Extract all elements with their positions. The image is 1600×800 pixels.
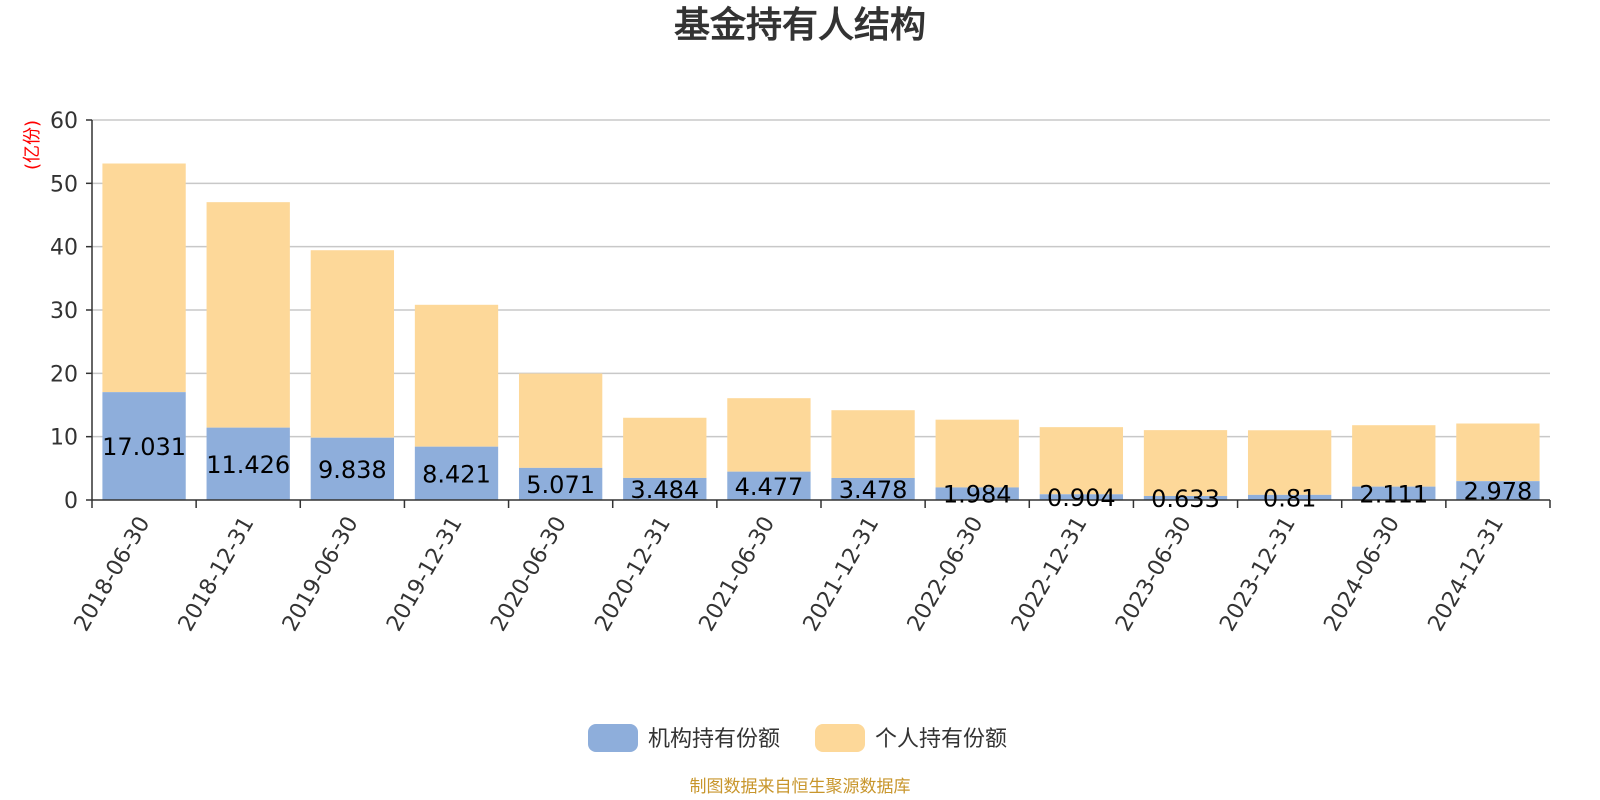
x-tick-label: 2020-06-30 xyxy=(486,513,572,636)
bar-individual[interactable] xyxy=(831,410,915,478)
bar-individual[interactable] xyxy=(206,202,290,428)
bar-institutional[interactable] xyxy=(206,427,290,500)
bar-individual[interactable] xyxy=(935,419,1019,488)
bar-individual[interactable] xyxy=(1352,425,1436,487)
bar-individual[interactable] xyxy=(310,250,395,438)
bar-individual[interactable] xyxy=(623,417,707,478)
bar-institutional[interactable] xyxy=(1352,486,1436,500)
bar-institutional[interactable] xyxy=(1247,494,1332,500)
bar-individual[interactable] xyxy=(1247,430,1332,495)
legend-label: 个人持有份额 xyxy=(875,727,1007,752)
x-tick-label: 2023-06-30 xyxy=(1111,513,1197,636)
bar-institutional[interactable] xyxy=(1039,494,1124,500)
data-label: 17.031 xyxy=(102,433,186,461)
y-tick-label: 30 xyxy=(50,299,78,324)
x-tick-label: 2018-12-31 xyxy=(174,513,260,636)
x-tick-label: 2024-06-30 xyxy=(1319,513,1405,636)
x-tick-label: 2020-12-31 xyxy=(590,513,676,636)
x-tick-label: 2024-12-31 xyxy=(1424,513,1510,636)
legend-label: 机构持有份额 xyxy=(648,727,780,752)
bar-individual[interactable] xyxy=(518,373,603,468)
data-label: 5.071 xyxy=(526,471,595,499)
data-label: 0.633 xyxy=(1151,485,1220,513)
legend[interactable]: 机构持有份额 个人持有份额 xyxy=(588,724,1007,752)
data-label: 2.111 xyxy=(1359,480,1428,508)
x-tick-label: 2021-06-30 xyxy=(695,513,781,636)
data-label: 2.978 xyxy=(1464,478,1533,506)
bar-institutional[interactable] xyxy=(831,477,915,500)
bar-individual[interactable] xyxy=(727,398,811,472)
y-tick-label: 10 xyxy=(50,426,78,451)
bar-individual[interactable] xyxy=(1143,430,1228,496)
data-label: 8.421 xyxy=(422,460,491,488)
bar-institutional[interactable] xyxy=(935,487,1019,500)
legend-swatch xyxy=(815,724,865,752)
x-tick-label: 2022-06-30 xyxy=(903,513,989,636)
data-label: 1.984 xyxy=(943,481,1012,509)
data-label: 0.81 xyxy=(1263,484,1316,512)
y-tick-label: 20 xyxy=(50,362,78,387)
y-tick-label: 50 xyxy=(50,172,78,197)
data-label: 11.426 xyxy=(206,451,290,479)
bar-individual[interactable] xyxy=(1456,423,1540,482)
y-tick-label: 60 xyxy=(50,109,78,134)
data-label: 0.904 xyxy=(1047,484,1116,512)
bar-institutional[interactable] xyxy=(1456,481,1540,500)
y-tick-label: 0 xyxy=(64,489,78,514)
bar-institutional[interactable] xyxy=(623,477,707,500)
bar-individual[interactable] xyxy=(1039,427,1124,495)
source-note: 制图数据来自恒生聚源数据库 xyxy=(690,777,911,797)
bar-institutional[interactable] xyxy=(310,437,395,500)
bar-individual[interactable] xyxy=(414,304,499,447)
chart-title: 基金持有人结构 xyxy=(674,4,926,46)
bars xyxy=(102,163,1540,500)
data-labels: 17.031 11.426 9.838 8.421 5.071 3.484 4.477 3.4… xyxy=(102,433,1532,513)
x-tick-label: 2022-12-31 xyxy=(1007,513,1093,636)
legend-item-institutional[interactable]: 机构持有份额 xyxy=(588,724,780,752)
data-label: 3.478 xyxy=(839,476,908,504)
bar-institutional[interactable] xyxy=(102,392,186,500)
x-tick-label: 2019-12-31 xyxy=(382,513,468,636)
data-label: 4.477 xyxy=(735,473,804,501)
x-tick-label: 2018-06-30 xyxy=(70,513,156,636)
bar-institutional[interactable] xyxy=(414,446,499,500)
bar-individual[interactable] xyxy=(102,163,186,393)
data-label: 3.484 xyxy=(630,476,699,504)
legend-swatch xyxy=(588,724,638,752)
bar-institutional[interactable] xyxy=(518,467,603,500)
bar-institutional[interactable] xyxy=(1143,495,1228,500)
x-tick-label: 2021-12-31 xyxy=(799,513,885,636)
y-unit-label: (亿份) xyxy=(22,120,43,170)
bar-institutional[interactable] xyxy=(727,471,811,500)
y-tick-label: 40 xyxy=(50,236,78,261)
x-tick-label: 2019-06-30 xyxy=(278,513,364,636)
data-label: 9.838 xyxy=(318,456,387,484)
legend-item-individual[interactable]: 个人持有份额 xyxy=(815,724,1007,752)
x-tick-label: 2023-12-31 xyxy=(1215,513,1301,636)
